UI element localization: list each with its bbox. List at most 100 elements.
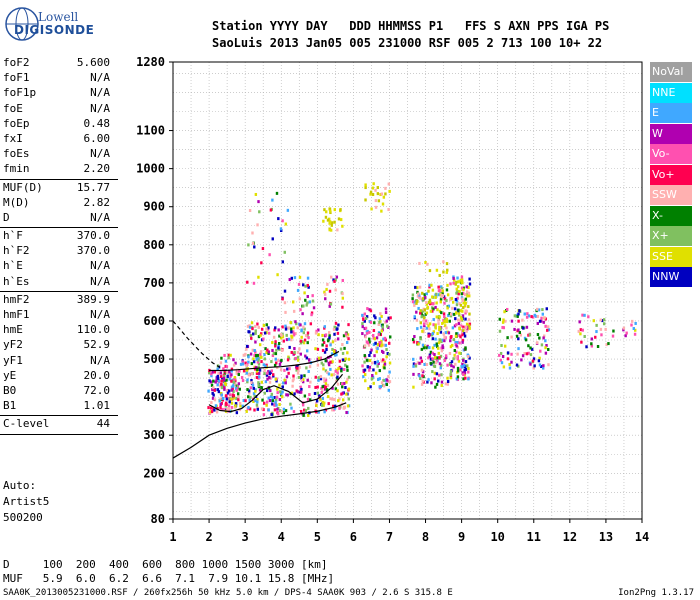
echo-point	[262, 337, 265, 341]
echo-point	[263, 372, 266, 376]
echo-point	[412, 357, 415, 361]
y-tick-label: 400	[143, 390, 165, 404]
echo-point	[256, 400, 259, 404]
echo-point	[445, 288, 449, 292]
param-value: N/A	[90, 71, 110, 85]
echo-point	[236, 392, 240, 396]
echo-point	[332, 404, 335, 408]
echo-point	[431, 288, 435, 292]
echo-point	[418, 361, 421, 365]
echo-point	[336, 331, 340, 335]
echo-point	[288, 345, 291, 349]
echo-point	[273, 403, 276, 407]
echo-point	[294, 332, 297, 336]
echo-point	[536, 321, 539, 325]
echo-point	[283, 301, 287, 305]
echo-point	[278, 334, 281, 338]
artist-label: Artist5	[3, 495, 50, 508]
echo-point	[282, 339, 285, 343]
echo-point	[336, 371, 339, 375]
legend-item-noval: NoVal	[650, 62, 692, 82]
echo-point	[338, 397, 341, 401]
echo-point	[277, 358, 280, 362]
echo-point	[244, 352, 247, 356]
echo-point	[330, 223, 333, 227]
echo-point	[583, 313, 586, 317]
echo-point	[436, 345, 439, 349]
echo-point	[425, 292, 428, 296]
echo-point	[532, 357, 536, 361]
echo-point	[330, 275, 333, 279]
echo-point	[544, 317, 548, 321]
echo-point	[380, 209, 383, 213]
echo-point	[537, 308, 541, 312]
echo-point	[455, 332, 458, 336]
echo-point	[373, 314, 376, 318]
echo-point	[596, 344, 600, 348]
echo-point	[262, 323, 266, 327]
echo-point	[531, 359, 535, 363]
echo-point	[223, 387, 226, 391]
echo-point	[545, 307, 548, 311]
echo-point	[438, 328, 441, 332]
echo-point	[438, 325, 441, 329]
echo-point	[437, 293, 441, 297]
echo-point	[428, 322, 432, 326]
echo-point	[255, 357, 258, 361]
echo-point	[524, 338, 528, 342]
echo-point	[284, 310, 287, 314]
param-row-foe: foE N/A	[0, 102, 118, 117]
echo-point	[251, 231, 254, 235]
echo-point	[327, 339, 330, 343]
echo-point	[439, 300, 442, 304]
echo-point	[443, 316, 447, 320]
param-key: yF2	[3, 338, 23, 352]
echo-point	[454, 282, 457, 286]
echo-point	[216, 376, 220, 380]
echo-point	[265, 373, 269, 377]
param-row-yf1: yF1 N/A	[0, 354, 118, 369]
echo-point	[428, 285, 431, 289]
echo-point	[280, 392, 283, 396]
echo-point	[366, 307, 369, 311]
echo-point	[253, 394, 256, 398]
echo-point	[258, 210, 261, 214]
echo-point	[309, 322, 313, 326]
echo-point	[328, 217, 331, 221]
echo-point	[230, 373, 233, 377]
echo-point	[245, 344, 249, 348]
echo-point	[338, 406, 341, 410]
echo-point	[264, 364, 267, 368]
echo-point	[273, 408, 277, 412]
echo-point	[368, 353, 371, 357]
echo-point	[538, 319, 542, 323]
echo-point	[376, 186, 379, 190]
echo-point	[324, 215, 328, 219]
echo-point	[377, 333, 380, 337]
echo-point	[256, 367, 259, 371]
echo-point	[382, 337, 385, 341]
echo-point	[428, 269, 432, 273]
echo-point	[379, 385, 383, 389]
echo-point	[240, 376, 244, 380]
echo-point	[293, 350, 296, 354]
echo-point	[299, 339, 303, 343]
echo-point	[213, 398, 217, 402]
muf-distance-row: D 100 200 400 600 800 1000 1500 3000 [km…	[3, 558, 328, 571]
echo-point	[319, 398, 322, 402]
echo-point	[335, 275, 339, 279]
echo-point	[531, 315, 535, 319]
echo-point	[246, 378, 249, 382]
echo-point	[361, 325, 364, 329]
echo-point	[208, 371, 211, 375]
echo-point	[255, 375, 259, 379]
echo-point	[225, 378, 228, 382]
echo-point	[331, 347, 334, 351]
echo-point	[332, 408, 335, 412]
echo-point	[468, 322, 472, 326]
echo-point	[306, 334, 309, 338]
echo-point	[362, 375, 365, 379]
echo-point	[420, 368, 424, 372]
x-tick-label: 1	[169, 530, 176, 544]
echo-point	[254, 329, 257, 333]
